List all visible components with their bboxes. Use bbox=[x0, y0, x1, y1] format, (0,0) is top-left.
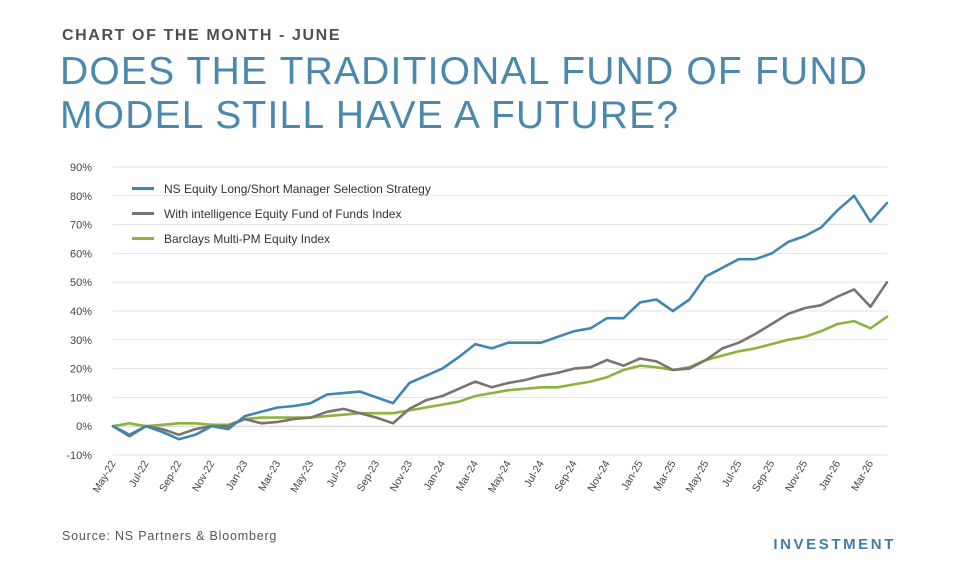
x-tick-label: Nov-22 bbox=[190, 458, 217, 493]
y-tick-label: 0% bbox=[76, 421, 92, 433]
y-tick-label: 90% bbox=[70, 162, 92, 174]
x-tick-label: Jul-24 bbox=[522, 458, 547, 489]
legend-item-fof-index: With intelligence Equity Fund of Funds I… bbox=[132, 201, 431, 226]
y-tick-label: 30% bbox=[70, 335, 92, 347]
y-tick-label: 80% bbox=[70, 191, 92, 203]
x-tick-label: Jan-23 bbox=[224, 458, 251, 492]
x-tick-label: May-25 bbox=[684, 458, 712, 494]
x-tick-label: Mar-23 bbox=[256, 458, 283, 493]
x-tick-label: May-23 bbox=[288, 458, 316, 494]
legend-label-ns-strategy: NS Equity Long/Short Manager Selection S… bbox=[164, 181, 431, 196]
y-tick-label: 60% bbox=[70, 248, 92, 260]
x-tick-label: May-22 bbox=[91, 458, 119, 494]
chart-kicker: CHART OF THE MONTH - JUNE bbox=[62, 27, 342, 44]
x-tick-label: Mar-26 bbox=[849, 458, 876, 493]
y-tick-label: 50% bbox=[70, 277, 92, 289]
x-tick-label: May-24 bbox=[486, 458, 514, 494]
x-tick-label: Nov-24 bbox=[585, 458, 612, 493]
x-tick-label: Nov-23 bbox=[388, 458, 415, 493]
x-tick-label: Mar-25 bbox=[651, 458, 678, 493]
chart-legend: NS Equity Long/Short Manager Selection S… bbox=[132, 176, 431, 251]
brand-logo-text: INVESTMENT bbox=[773, 536, 896, 553]
x-tick-label: Nov-25 bbox=[783, 458, 810, 493]
legend-item-barclays-index: Barclays Multi-PM Equity Index bbox=[132, 226, 431, 251]
legend-swatch-ns-strategy bbox=[132, 187, 154, 190]
x-tick-label: Jul-25 bbox=[720, 458, 745, 489]
y-tick-label: 40% bbox=[70, 306, 92, 318]
source-note: Source: NS Partners & Bloomberg bbox=[62, 529, 278, 543]
x-tick-label: Jan-24 bbox=[422, 458, 449, 492]
series-line-ns-strategy bbox=[111, 194, 889, 441]
x-tick-label: Sep-23 bbox=[355, 458, 382, 493]
page-title: DOES THE TRADITIONAL FUND OF FUND MODEL … bbox=[60, 50, 869, 137]
x-tick-label: Sep-25 bbox=[750, 458, 777, 493]
legend-swatch-fof-index bbox=[132, 212, 154, 215]
y-tick-label: -10% bbox=[66, 450, 92, 462]
x-tick-label: Sep-22 bbox=[157, 458, 184, 493]
y-tick-label: 70% bbox=[70, 220, 92, 232]
legend-label-barclays-index: Barclays Multi-PM Equity Index bbox=[164, 231, 331, 246]
x-tick-label: Mar-24 bbox=[454, 458, 481, 493]
y-tick-label: 20% bbox=[70, 364, 92, 376]
legend-item-ns-strategy: NS Equity Long/Short Manager Selection S… bbox=[132, 176, 431, 201]
x-tick-label: Sep-24 bbox=[552, 458, 579, 493]
legend-swatch-barclays-index bbox=[132, 237, 154, 240]
x-tick-label: Jan-26 bbox=[817, 458, 844, 492]
y-tick-label: 10% bbox=[70, 392, 92, 404]
x-tick-label: Jul-22 bbox=[127, 458, 152, 489]
series-line-barclays-index bbox=[111, 315, 889, 428]
x-tick-label: Jul-23 bbox=[324, 458, 349, 489]
x-tick-label: Jan-25 bbox=[619, 458, 646, 492]
legend-label-fof-index: With intelligence Equity Fund of Funds I… bbox=[164, 206, 402, 221]
series-line-fof-index bbox=[111, 280, 889, 438]
